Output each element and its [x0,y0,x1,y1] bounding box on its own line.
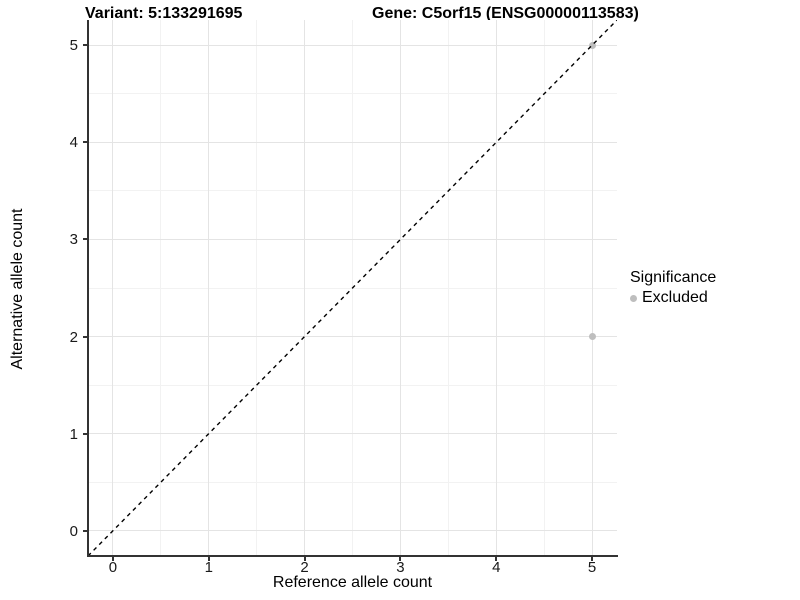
y-tick-mark [83,238,87,241]
gridline [88,93,617,95]
x-tick-label: 5 [587,559,597,576]
gridline [88,433,617,435]
x-axis-line [87,555,618,557]
data-point [588,333,596,341]
gridline [495,20,497,556]
y-tick-label: 5 [69,37,78,55]
x-tick-mark [111,557,114,561]
x-tick-mark [399,557,402,561]
gridline [112,20,114,556]
legend: Significance Excluded [630,269,716,307]
plot-panel [88,20,617,556]
gridline [208,20,210,556]
y-axis-line [87,20,89,557]
y-tick-label: 4 [69,134,78,152]
gridline [88,336,617,338]
x-tick-label: 2 [300,559,309,576]
gridline [88,44,617,46]
x-tick-mark [495,557,498,561]
gridline [304,20,306,556]
y-tick-label: 2 [69,328,78,346]
gene-title: Gene: C5orf15 (ENSG00000113583) [372,5,639,22]
excluded-dot-icon [630,294,637,302]
x-axis-label: Reference allele count [272,574,433,591]
y-axis-label: Alternative allele count [9,208,26,370]
x-tick-mark [207,557,210,561]
identity-line [88,20,617,556]
legend-item-label: Excluded [642,289,708,306]
gridline [399,20,401,556]
y-tick-mark [83,44,87,47]
variant-title: Variant: 5:133291695 [85,5,243,22]
gridline [88,530,617,532]
gridline [88,141,617,143]
x-tick-label: 4 [492,559,501,576]
x-tick-label: 3 [396,559,405,576]
x-tick-label: 0 [108,559,118,576]
legend-item-excluded: Excluded [630,289,716,307]
gridline [88,238,617,240]
legend-title: Significance [630,269,717,286]
gridline [88,481,617,483]
x-tick-mark [591,557,594,561]
gridline [88,190,617,192]
data-point [588,41,596,49]
gridline [88,384,617,386]
y-tick-mark [83,141,87,144]
y-tick-mark [83,529,87,532]
gridline [591,20,593,556]
y-tick-label: 0 [69,522,78,540]
y-tick-label: 1 [69,425,78,443]
y-tick-label: 3 [69,231,78,249]
x-tick-mark [303,557,306,561]
y-tick-mark [83,335,87,338]
y-tick-mark [83,432,87,435]
x-tick-label: 1 [204,559,213,576]
